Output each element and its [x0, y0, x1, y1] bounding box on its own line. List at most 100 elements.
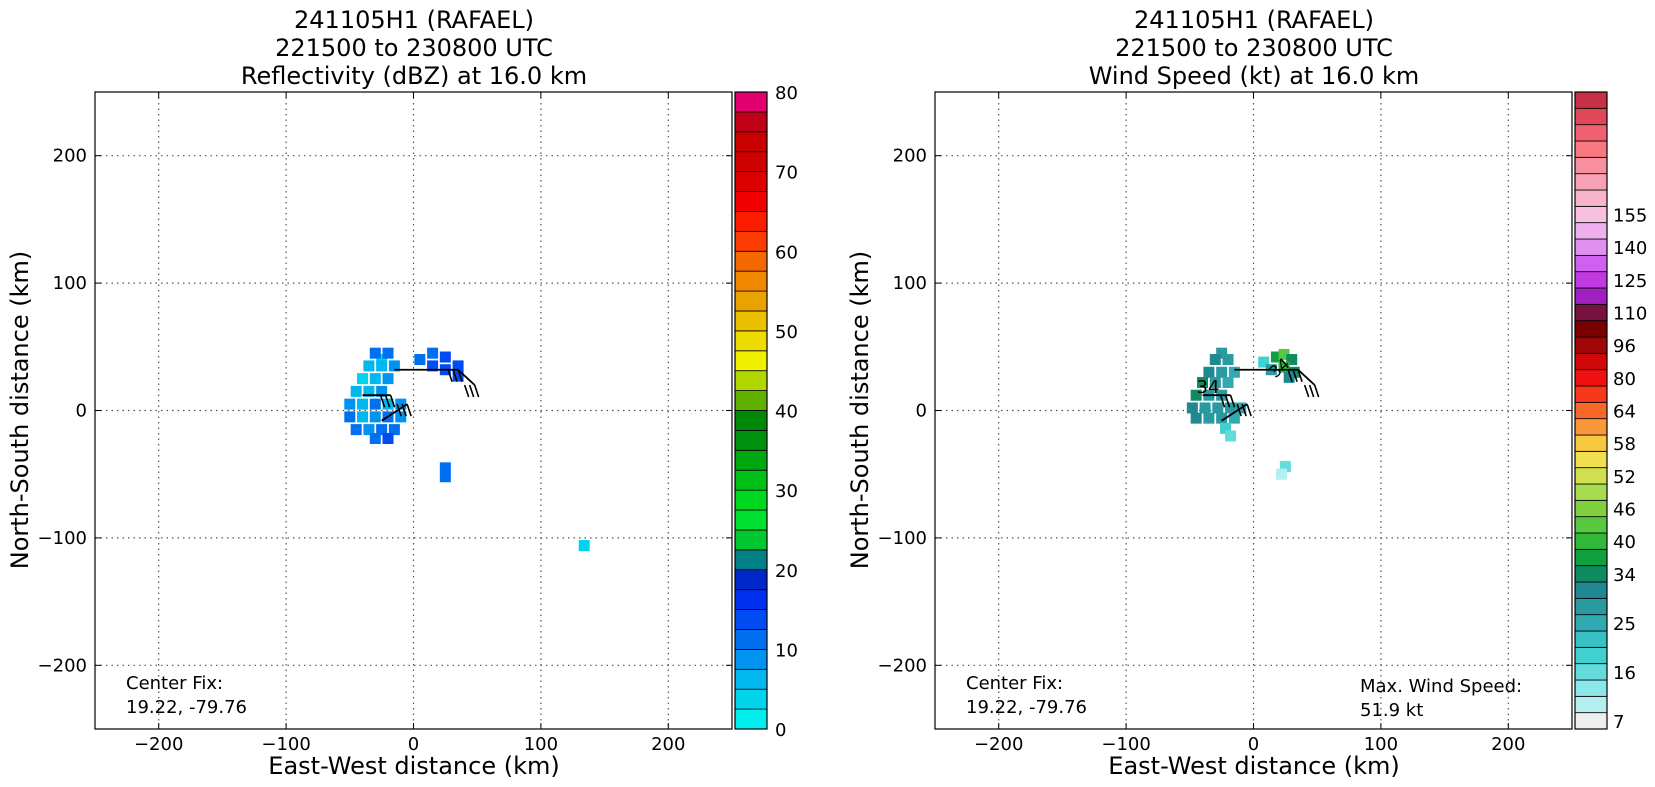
data-cell: [1258, 356, 1270, 368]
colorbar-tick-label: 155: [1613, 206, 1647, 227]
colorbar-bin: [734, 449, 768, 471]
colorbar-bin: [1574, 271, 1608, 289]
max-wind-value: 51.9 kt: [1360, 700, 1423, 721]
colorbar-bin: [734, 529, 768, 551]
colorbar-bin: [734, 708, 768, 730]
chart-title-line3: Wind Speed (kt) at 16.0 km: [1089, 62, 1420, 90]
colorbar-bin: [1574, 287, 1608, 305]
data-cell: [357, 411, 369, 423]
data-cell: [1225, 402, 1237, 414]
colorbar-bin: [1574, 532, 1608, 550]
wind-barb-feather: [396, 403, 402, 417]
colorbar-bin: [1574, 467, 1608, 485]
colorbar-bin: [1574, 140, 1608, 158]
colorbar-tick-label: 10: [775, 640, 798, 661]
colorbar-tick-label: 16: [1613, 663, 1636, 684]
colorbar-tick-label: 0: [775, 720, 786, 741]
center-fix-value: 19.22, -79.76: [966, 697, 1087, 718]
data-cell: [427, 360, 439, 372]
colorbar-bin: [734, 230, 768, 252]
data-cell: [395, 398, 407, 410]
data-cell: [363, 385, 375, 397]
wind-barb-feather: [447, 369, 453, 382]
data-cell: [344, 398, 356, 410]
colorbar-tick-label: 80: [1613, 369, 1636, 390]
data-cell: [382, 433, 394, 445]
colorbar-tick-label: 40: [1613, 532, 1636, 553]
colorbar-tick-label: 20: [775, 561, 798, 582]
colorbar-bin: [1574, 597, 1608, 616]
colorbar-bin: [1574, 516, 1608, 534]
x-tick-label: 0: [408, 734, 419, 755]
data-cell: [439, 351, 451, 363]
wind-barbs: [1202, 368, 1320, 422]
colorbar-tick-label: 25: [1613, 614, 1636, 635]
data-cell: [1186, 402, 1198, 414]
wind-barb-feather: [384, 394, 391, 408]
y-tick-label: −200: [878, 655, 927, 676]
colorbar-bin: [1574, 695, 1608, 714]
colorbar-bin: [1574, 303, 1608, 322]
data-cell: [578, 540, 590, 552]
data-cell: [439, 471, 451, 483]
data-cell: [1278, 348, 1290, 360]
colorbar-bin: [734, 688, 768, 710]
max-wind-label: Max. Wind Speed:: [1360, 676, 1522, 697]
colorbar-bin: [734, 250, 768, 272]
data-cell: [388, 424, 400, 436]
chart-title-line2: 221500 to 230800 UTC: [1115, 34, 1393, 62]
colorbar-tick-label: 50: [775, 322, 798, 343]
colorbar-bin: [734, 370, 768, 391]
colorbar-tick-label: 110: [1613, 304, 1647, 325]
colorbar-bin: [1574, 450, 1608, 469]
data-cell: [1199, 402, 1211, 414]
wind-barb-feather: [1308, 384, 1315, 398]
wind-speed-panel: 241105H1 (RAFAEL) 221500 to 230800 UTC W…: [846, 6, 1647, 780]
data-cell: [350, 424, 362, 436]
data-cell: [1222, 376, 1234, 388]
data-cell: [1190, 389, 1202, 401]
colorbar-bin: [1574, 679, 1608, 697]
colorbar-bin: [734, 549, 768, 571]
data-cell: [1216, 347, 1228, 359]
colorbar-bin: [734, 270, 768, 292]
x-tick-label: −100: [261, 734, 310, 755]
wind-barb-feather: [1292, 369, 1298, 382]
center-fix-label: Center Fix:: [126, 673, 223, 694]
wind-barb-feather: [379, 394, 386, 408]
colorbar-bin: [1574, 712, 1608, 730]
wind-barb-feather: [473, 384, 480, 398]
colorbar: 7 16 25 34 40 46 52 58 64 80 96 110 125 140 155: [1574, 91, 1647, 733]
colorbar-tick-label: 125: [1613, 271, 1647, 292]
y-tick-label: −100: [878, 528, 927, 549]
y-tick-label: −100: [38, 528, 87, 549]
y-tick-label: −200: [38, 655, 87, 676]
colorbar-tick-label: 40: [775, 402, 798, 423]
reflectivity-panel: 241105H1 (RAFAEL) 221500 to 230800 UTC R…: [6, 6, 798, 780]
wind-barb-feather: [1224, 394, 1231, 408]
colorbar-bin: [1574, 630, 1608, 648]
colorbar-bin: [734, 350, 768, 372]
data-cell: [1216, 412, 1228, 424]
colorbar-bin: [734, 509, 768, 531]
colorbar-bin: [1574, 222, 1608, 240]
data-cell: [369, 398, 381, 410]
data-cell: [1283, 371, 1295, 383]
colorbar-bin: [734, 430, 768, 451]
wind-barb: [1297, 369, 1316, 386]
data-cell: [376, 360, 388, 372]
wind-barb-feather: [406, 403, 412, 417]
data-cell: [357, 373, 369, 385]
x-axis-label: East-West distance (km): [1108, 752, 1399, 780]
colorbar-bin: [734, 171, 768, 192]
x-tick-label: 100: [524, 734, 558, 755]
chart-title-line1: 241105H1 (RAFAEL): [294, 6, 534, 34]
colorbar-bin: [1574, 483, 1608, 501]
colorbar-bin: [734, 629, 768, 650]
data-cell: [350, 385, 362, 397]
wind-barb-feather: [1303, 384, 1310, 398]
data-cell: [369, 347, 381, 359]
data-cell: [1197, 376, 1209, 388]
colorbar-bin: [1574, 173, 1608, 191]
